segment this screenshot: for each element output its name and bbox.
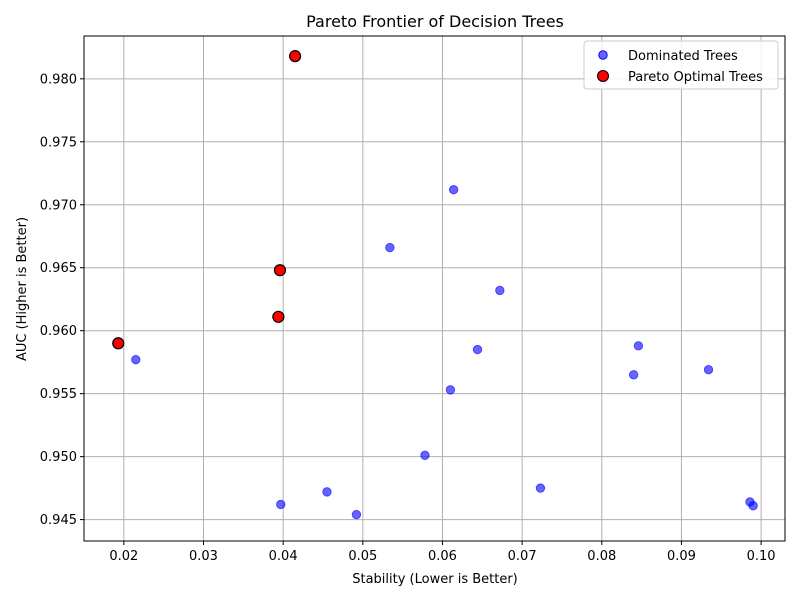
plot-frame (83, 35, 786, 542)
data-points (112, 50, 758, 520)
y-tick-label: 0.950 (40, 450, 77, 465)
y-tick-label: 0.980 (40, 72, 77, 87)
x-tick-label: 0.04 (269, 549, 298, 564)
dominated-tree-point (703, 365, 714, 375)
pareto-tree-point (273, 264, 287, 277)
y-tick-label: 0.955 (40, 387, 77, 402)
y-tick-label: 0.960 (40, 324, 77, 339)
dominated-tree-point (385, 242, 395, 253)
legend-box (583, 40, 779, 90)
pareto-tree-point (272, 310, 285, 323)
x-tick-label: 0.07 (508, 549, 537, 564)
dominated-tree-point (495, 285, 505, 296)
pareto-tree-point (112, 337, 125, 350)
grid (84, 36, 785, 541)
legend-marker-dominated (598, 50, 608, 60)
legend-marker-pareto (597, 70, 609, 82)
dominated-tree-point (445, 385, 456, 395)
legend-label-dominated: Dominated Trees (628, 49, 738, 64)
x-tick-label: 0.08 (587, 549, 616, 564)
axis-ticks: 0.02 0.03 0.04 0.05 0.06 0.07 0.08 0.09 0.10 0.94… (40, 72, 776, 564)
x-tick-label: 0.05 (348, 549, 377, 564)
dominated-tree-point (472, 344, 483, 355)
x-axis-label: Stability (Lower is Better) (352, 572, 518, 587)
x-tick-label: 0.03 (189, 549, 218, 564)
pareto-tree-point (288, 50, 302, 63)
dominated-tree-point (633, 341, 644, 351)
y-tick-label: 0.970 (40, 198, 77, 213)
dominated-tree-point (448, 184, 459, 195)
legend: Dominated Trees Pareto Optimal Trees (583, 40, 779, 90)
y-tick-label: 0.975 (40, 135, 77, 150)
y-tick-label: 0.965 (40, 261, 77, 276)
x-tick-label: 0.09 (667, 549, 696, 564)
y-tick-label: 0.945 (40, 513, 77, 528)
legend-label-pareto: Pareto Optimal Trees (628, 70, 763, 85)
chart-title: Pareto Frontier of Decision Trees (306, 12, 564, 31)
y-axis-label: AUC (Higher is Better) (15, 217, 30, 361)
dominated-tree-point (276, 499, 286, 510)
dominated-tree-point (420, 450, 430, 461)
dominated-tree-point (131, 354, 141, 365)
dominated-tree-point (351, 509, 362, 520)
x-tick-label: 0.06 (428, 549, 457, 564)
x-tick-label: 0.10 (747, 549, 776, 564)
dominated-tree-point (322, 487, 332, 497)
x-tick-label: 0.02 (109, 549, 138, 564)
dominated-tree-point (628, 370, 639, 380)
dominated-tree-point (748, 501, 758, 511)
dominated-tree-point (535, 483, 546, 493)
